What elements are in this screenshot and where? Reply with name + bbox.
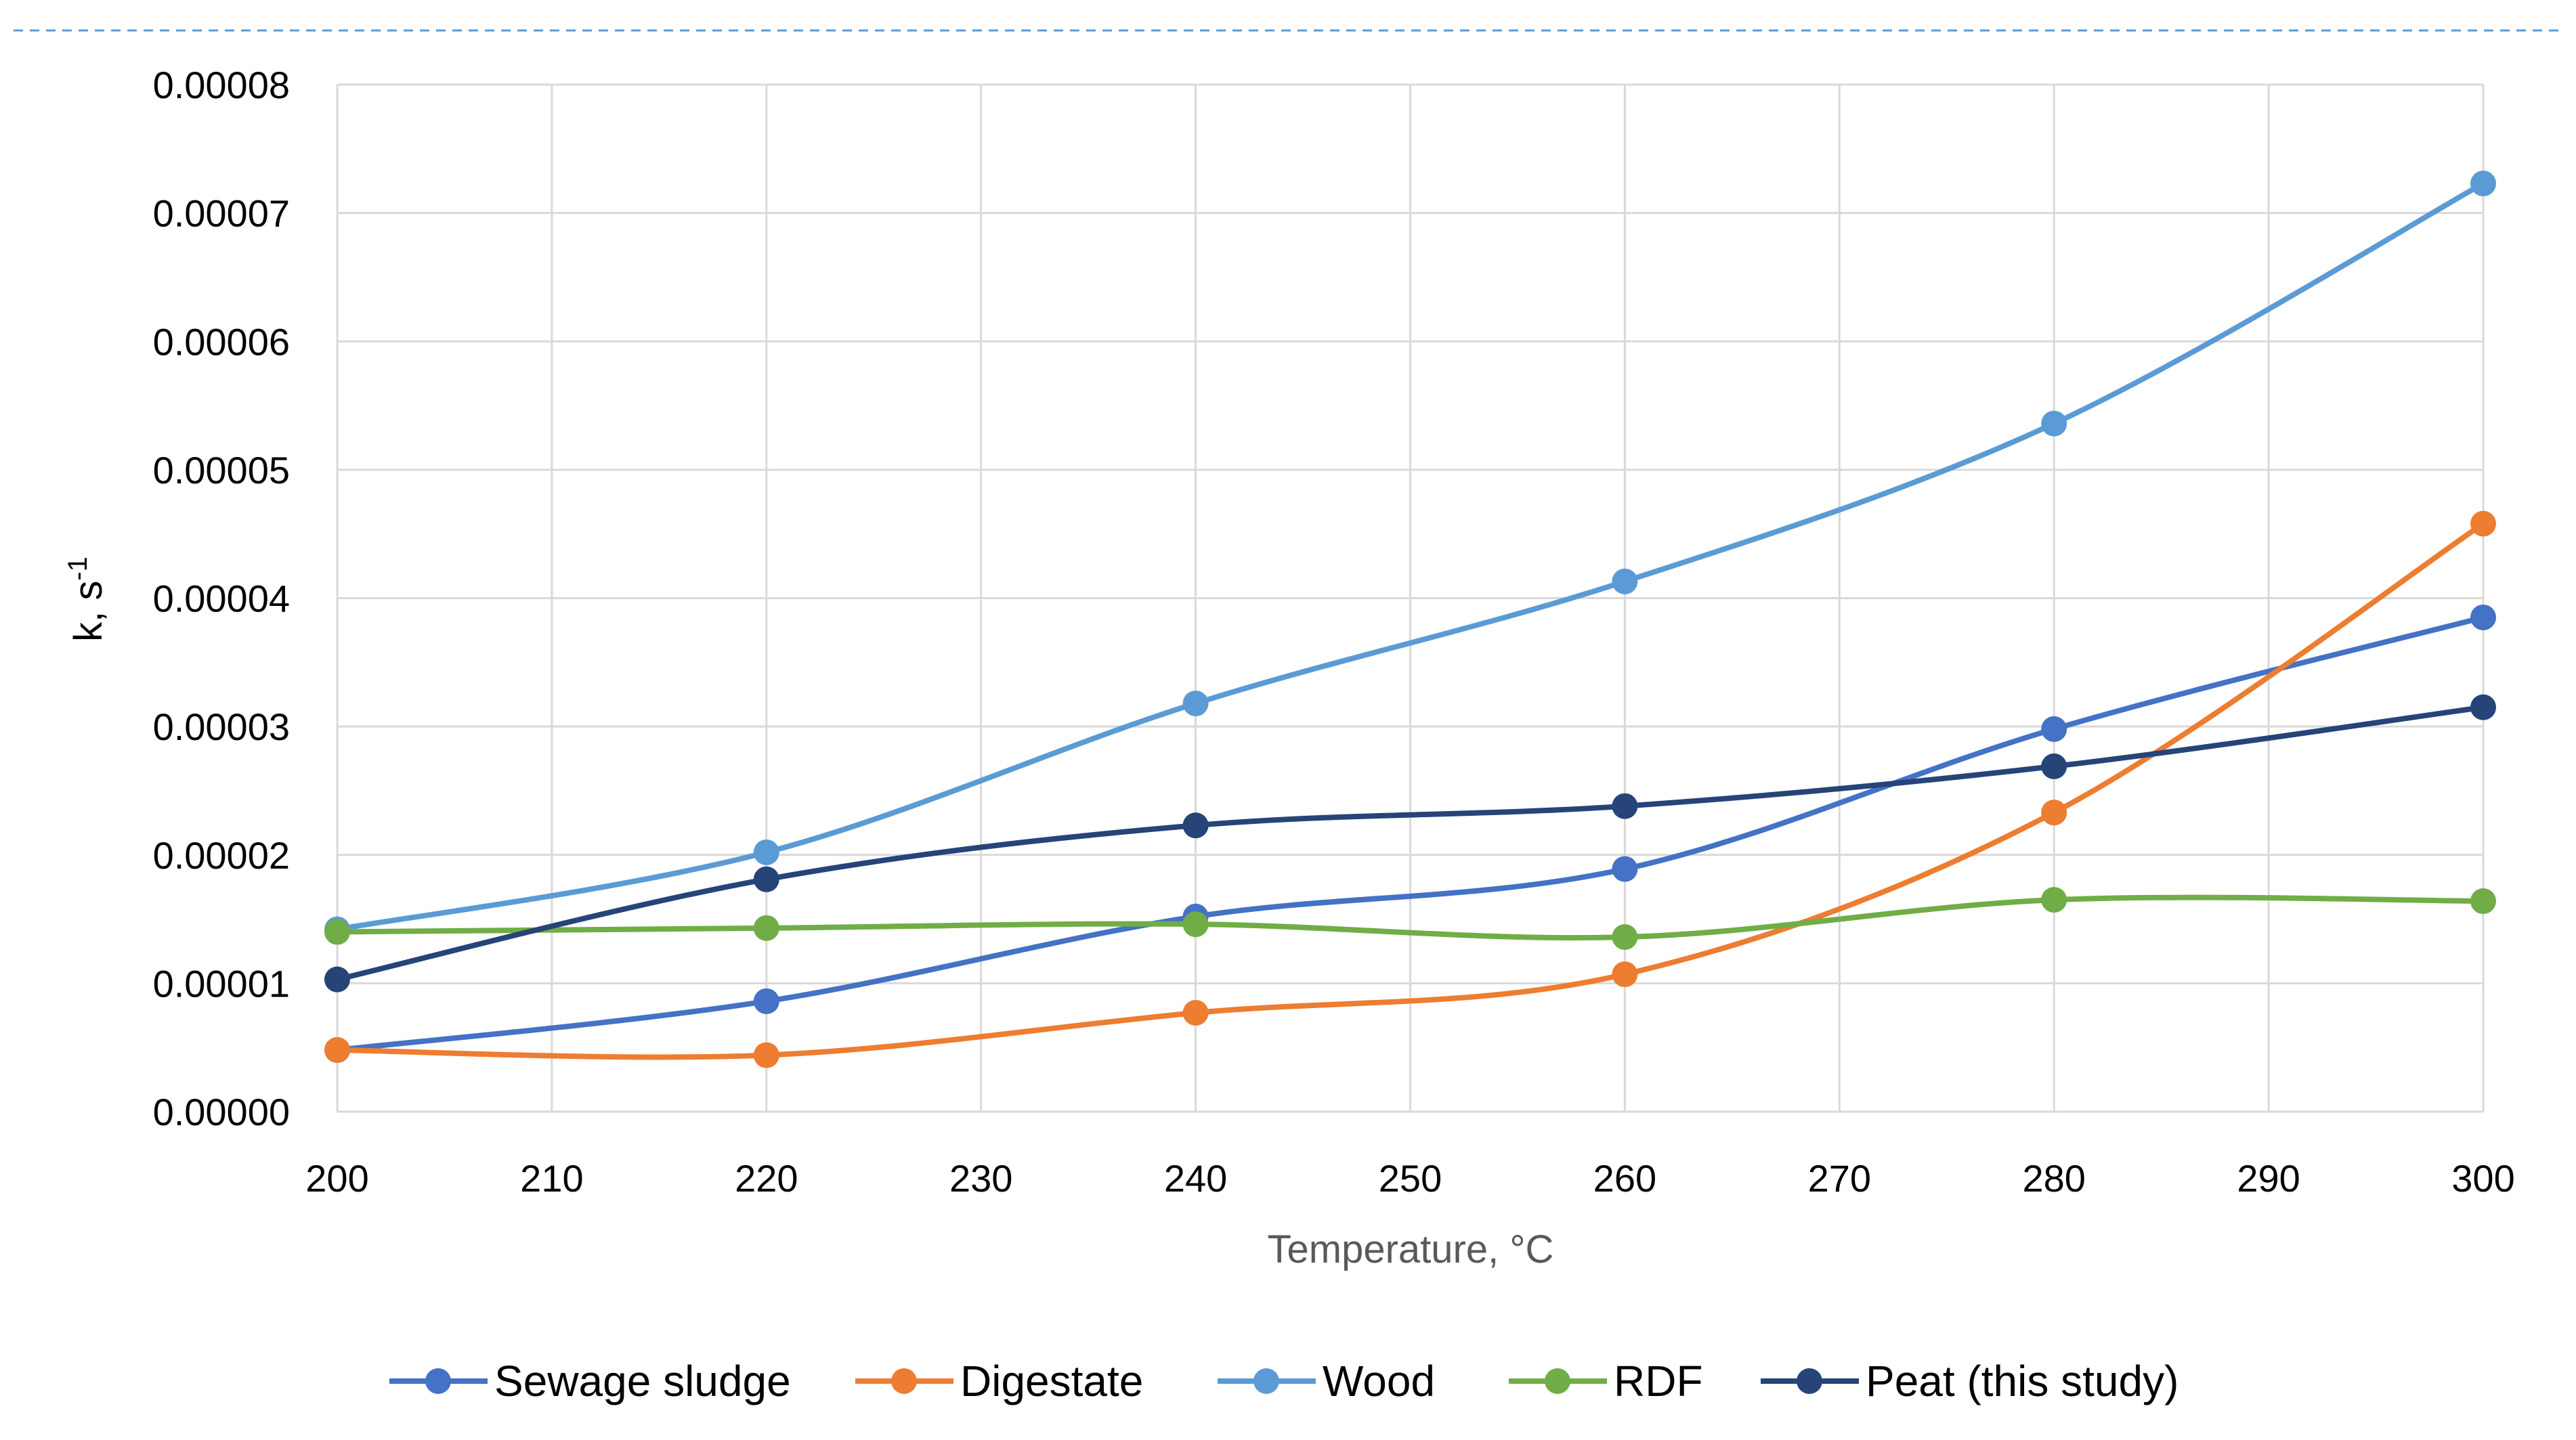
series-peat-this-study: [324, 694, 2496, 992]
data-point-peat-this-study: [2041, 753, 2067, 779]
x-tick-label: 200: [305, 1157, 368, 1200]
x-tick-label: 270: [1808, 1157, 1871, 1200]
y-tick-label: 0.00004: [153, 577, 290, 620]
legend-item-digestate: Digestate: [855, 1357, 1143, 1405]
legend-marker-sewage-sludge: [425, 1368, 451, 1394]
x-tick-labels: 200 210 220 230 240 250 260 270 280 290 300: [305, 1157, 2514, 1200]
x-tick-label: 240: [1164, 1157, 1227, 1200]
legend-item-peat-this-study: Peat (this study): [1761, 1357, 2178, 1405]
x-tick-label: 250: [1379, 1157, 1442, 1200]
data-point-digestate: [753, 1042, 779, 1068]
data-point-digestate: [2470, 510, 2496, 537]
legend-item-wood: Wood: [1218, 1357, 1435, 1405]
y-tick-label: 0.00002: [153, 834, 290, 877]
data-point-rdf: [2470, 888, 2496, 915]
data-point-sewage-sludge: [2470, 604, 2496, 630]
legend-marker-peat-this-study: [1797, 1368, 1822, 1394]
series-layer: [324, 171, 2496, 1068]
data-point-rdf: [2041, 887, 2067, 913]
data-point-peat-this-study: [324, 966, 350, 992]
series-line-peat-this-study: [335, 704, 2486, 982]
data-point-sewage-sludge: [1612, 856, 1638, 882]
grid: [336, 83, 2485, 1113]
y-tick-label: 0.00003: [153, 705, 290, 748]
x-tick-label: 280: [2022, 1157, 2085, 1200]
series-line-rdf: [335, 894, 2486, 941]
legend: Sewage sludge Digestate Wood RDF Peat (this …: [389, 1357, 2178, 1405]
data-point-peat-this-study: [1182, 812, 1209, 839]
data-point-digestate: [324, 1037, 350, 1063]
legend-marker-digestate: [891, 1368, 917, 1394]
legend-label-peat-this-study: Peat (this study): [1866, 1357, 2178, 1405]
x-tick-label: 220: [735, 1157, 798, 1200]
legend-label-sewage-sludge: Sewage sludge: [494, 1357, 791, 1405]
data-point-wood: [753, 839, 779, 865]
x-tick-label: 260: [1593, 1157, 1656, 1200]
y-tick-label: 0.00001: [153, 962, 290, 1005]
y-axis-title: k, s-1: [63, 557, 110, 642]
data-point-wood: [1182, 690, 1209, 716]
data-point-digestate: [2041, 800, 2067, 826]
x-axis-title: Temperature, °C: [1268, 1227, 1554, 1271]
x-tick-label: 210: [520, 1157, 583, 1200]
legend-label-wood: Wood: [1323, 1357, 1435, 1405]
y-tick-label: 0.00006: [153, 320, 290, 363]
data-point-peat-this-study: [753, 866, 779, 892]
data-point-rdf: [324, 919, 350, 945]
series-line-sewage-sludge: [335, 614, 2486, 1053]
data-point-rdf: [1612, 924, 1638, 951]
legend-label-rdf: RDF: [1614, 1357, 1703, 1405]
y-tick-label: 0.00008: [153, 64, 290, 106]
data-point-digestate: [1182, 999, 1209, 1026]
legend-marker-rdf: [1545, 1368, 1570, 1394]
data-point-peat-this-study: [2470, 694, 2496, 720]
data-point-rdf: [753, 915, 779, 941]
data-point-rdf: [1182, 911, 1209, 938]
y-axis-title-base: k, s: [66, 581, 110, 642]
series-digestate: [324, 510, 2496, 1068]
y-tick-label: 0.00005: [153, 449, 290, 492]
data-point-peat-this-study: [1612, 793, 1638, 819]
data-point-sewage-sludge: [753, 988, 779, 1014]
y-tick-labels: 0.00000 0.00001 0.00002 0.00003 0.00004 0.000…: [153, 64, 290, 1133]
data-point-wood: [2470, 171, 2496, 197]
data-point-digestate: [1612, 961, 1638, 988]
series-line-wood: [335, 181, 2486, 932]
data-point-sewage-sludge: [2041, 716, 2067, 742]
series-rdf: [324, 887, 2496, 951]
legend-item-sewage-sludge: Sewage sludge: [389, 1357, 791, 1405]
legend-marker-wood: [1253, 1368, 1279, 1394]
x-tick-label: 290: [2237, 1157, 2300, 1200]
y-axis-title-superscript: -1: [63, 557, 93, 581]
y-tick-label: 0.00000: [153, 1091, 290, 1133]
x-tick-label: 300: [2451, 1157, 2514, 1200]
legend-label-digestate: Digestate: [960, 1357, 1143, 1405]
legend-item-rdf: RDF: [1509, 1357, 1703, 1405]
y-tick-label: 0.00007: [153, 192, 290, 235]
series-line-digestate: [335, 521, 2486, 1060]
x-tick-label: 230: [949, 1157, 1012, 1200]
data-point-wood: [2041, 410, 2067, 437]
data-point-wood: [1612, 568, 1638, 594]
